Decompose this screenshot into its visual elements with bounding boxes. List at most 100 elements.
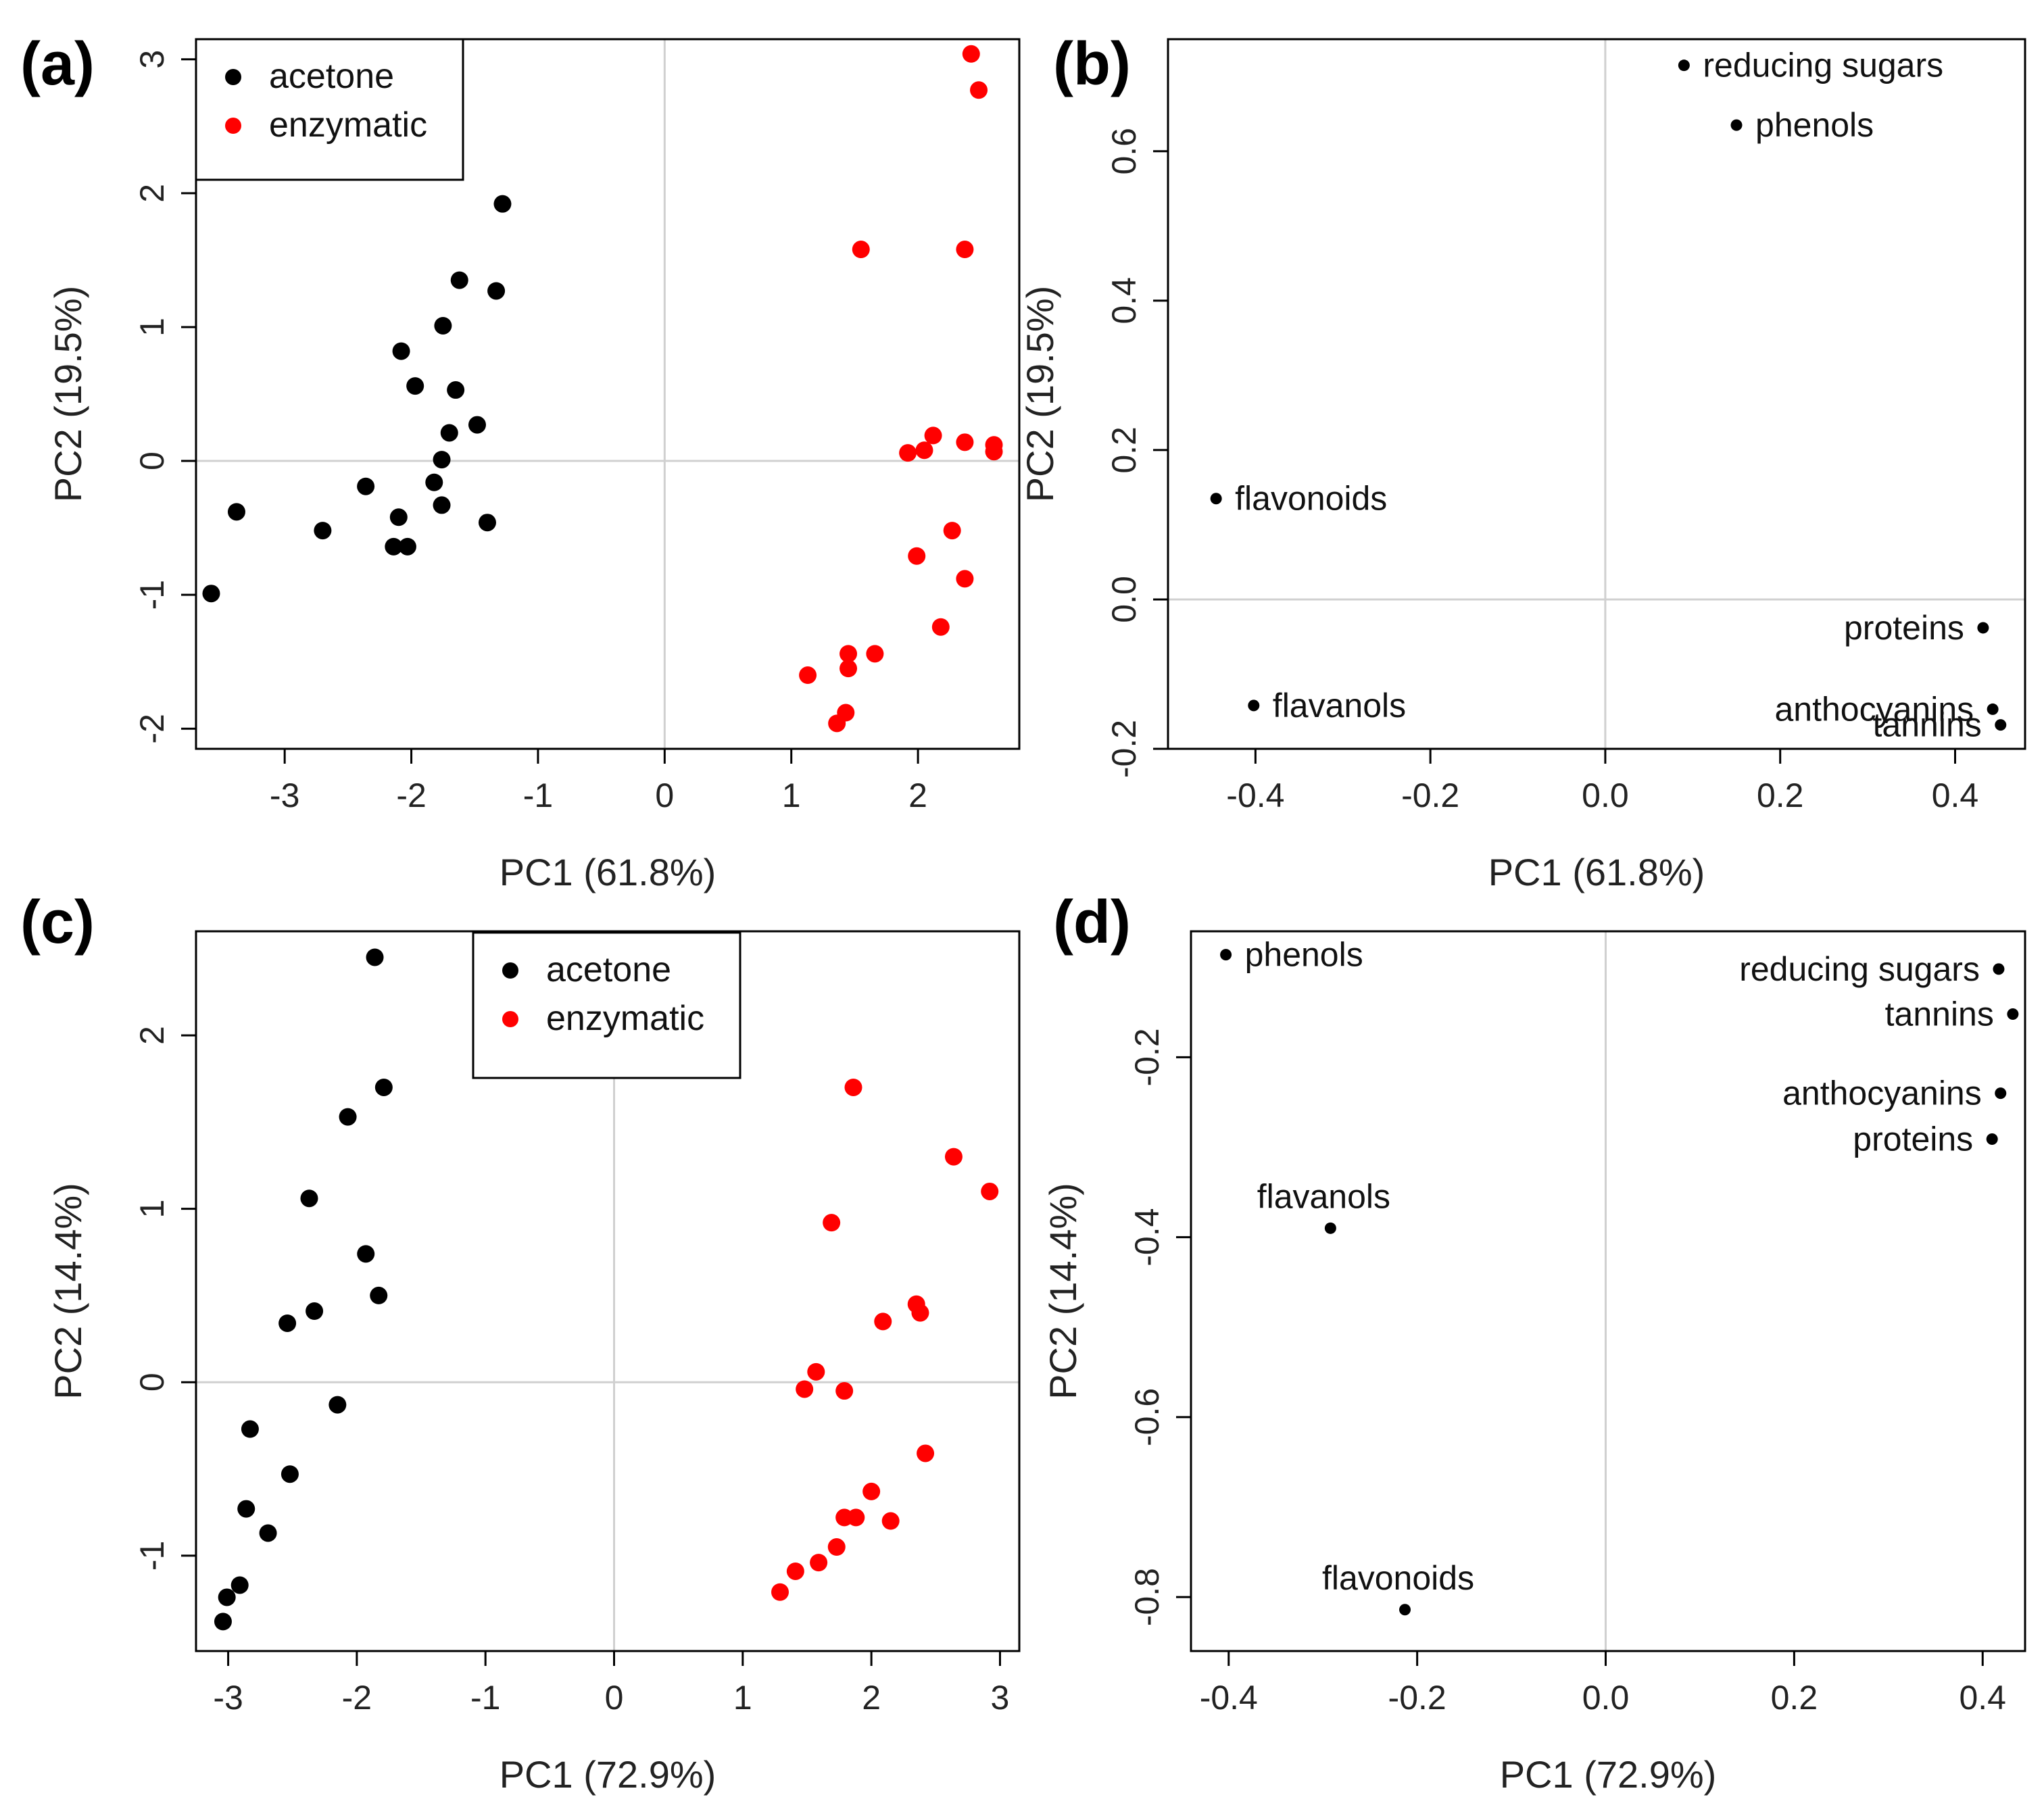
data-point-enzymatic <box>899 444 917 462</box>
data-point-enzymatic <box>915 441 933 460</box>
data-point-enzymatic <box>970 81 988 99</box>
y-tick-label: -1 <box>133 580 171 610</box>
x-tick-label: 0.2 <box>1771 1679 1818 1717</box>
loading-label: tannins <box>1885 995 1994 1033</box>
data-point-acetone <box>392 342 410 360</box>
data-point-enzymatic <box>917 1444 935 1462</box>
loadings: phenols reducing sugars tannins anthocyanin… <box>1220 936 2019 1616</box>
loading-label: flavanols <box>1273 687 1406 724</box>
panel-label: (c) <box>20 889 95 956</box>
loading-point <box>1977 622 1989 634</box>
panel-label: (b) <box>1053 30 1131 98</box>
x-tick-label: -3 <box>213 1679 243 1717</box>
data-point-acetone <box>370 1286 388 1304</box>
data-point-enzymatic <box>852 241 870 259</box>
x-axis-title: PC1 (72.9%) <box>1500 1753 1717 1796</box>
data-point-enzymatic <box>807 1362 825 1381</box>
x-axis-title: PC1 (61.8%) <box>500 851 716 893</box>
data-point-acetone <box>300 1189 318 1208</box>
data-point-enzymatic <box>985 443 1003 461</box>
data-point-acetone <box>406 377 424 395</box>
data-point-acetone <box>241 1420 259 1438</box>
loading-label: anthocyanins <box>1774 690 1974 728</box>
loading-point <box>1220 949 1232 961</box>
data-point-acetone <box>434 316 452 335</box>
x-tick-label: -0.4 <box>1200 1679 1258 1717</box>
data-point-enzymatic <box>956 433 974 451</box>
loading-point <box>1399 1604 1411 1616</box>
panel-b: -0.4 -0.2 0.0 0.2 0.4 -0.2 0.0 0.2 0.4 0.6 PC1 (61… <box>1019 30 2026 893</box>
data-point-acetone <box>214 1613 232 1631</box>
x-tick-label: -2 <box>342 1679 372 1717</box>
y-tick-label: 0.0 <box>1105 576 1143 623</box>
legend-box <box>472 931 741 1079</box>
loading-point <box>1678 59 1690 72</box>
data-point-acetone <box>306 1302 324 1321</box>
data-point-acetone <box>398 537 416 556</box>
data-point-acetone <box>385 537 403 556</box>
x-tick-label: 2 <box>862 1679 881 1717</box>
data-point-acetone <box>447 381 465 399</box>
x-tick-label: 0.4 <box>1932 777 1979 814</box>
x-tick-label: 3 <box>991 1679 1010 1717</box>
data-point-acetone <box>278 1314 297 1332</box>
loading-point <box>1210 493 1222 505</box>
data-point-enzymatic <box>943 522 961 540</box>
data-point-enzymatic <box>847 1508 865 1527</box>
data-point-enzymatic <box>786 1562 804 1580</box>
y-tick-label: 0 <box>133 1373 171 1392</box>
data-point-enzymatic <box>911 1304 929 1322</box>
y-axis-title: PC2 (14.4%) <box>47 1183 89 1400</box>
x-tick-label: -0.2 <box>1388 1679 1446 1717</box>
data-point-enzymatic <box>810 1554 828 1572</box>
x-tick-label: -0.2 <box>1401 777 1459 814</box>
loading-label: anthocyanins <box>1782 1075 1982 1112</box>
y-tick-label: 1 <box>133 318 171 337</box>
x-tick-label: -0.4 <box>1226 777 1284 814</box>
data-point-acetone <box>478 514 496 532</box>
x-axis-title: PC1 (61.8%) <box>1488 851 1705 893</box>
data-point-enzymatic <box>844 1078 862 1096</box>
y-tick-label: -0.8 <box>1128 1568 1166 1626</box>
data-point-acetone <box>328 1396 347 1414</box>
data-point-acetone <box>259 1524 277 1542</box>
series-enzymatic <box>799 45 1003 733</box>
data-point-acetone <box>425 473 443 491</box>
panel-label: (a) <box>20 30 95 98</box>
legend-label-enzymatic: enzymatic <box>546 999 704 1038</box>
loading-label: phenols <box>1755 106 1874 144</box>
loading-point <box>1995 1087 2007 1100</box>
loading-point <box>2007 1008 2019 1020</box>
data-point-enzymatic <box>874 1312 892 1331</box>
loading-point <box>1987 703 1999 715</box>
data-point-enzymatic <box>944 1148 963 1166</box>
plot-frame <box>1190 930 2026 1652</box>
x-tick-label: -3 <box>270 777 299 814</box>
data-point-enzymatic <box>840 660 858 678</box>
loading-point <box>1730 119 1743 131</box>
data-point-acetone <box>218 1588 236 1606</box>
data-point-acetone <box>357 1245 375 1263</box>
data-point-enzymatic <box>981 1182 999 1200</box>
data-point-enzymatic <box>771 1583 789 1601</box>
panel-label: (d) <box>1053 889 1131 956</box>
data-point-acetone <box>281 1465 299 1483</box>
legend-label-enzymatic: enzymatic <box>269 105 427 145</box>
loading-label: proteins <box>1853 1121 1973 1158</box>
data-point-acetone <box>440 424 458 442</box>
loading-label: reducing sugars <box>1739 950 1980 988</box>
data-point-acetone <box>237 1500 256 1518</box>
data-point-enzymatic <box>956 570 974 588</box>
x-tick-label: 0.0 <box>1582 777 1629 814</box>
loading-point <box>1993 963 2005 975</box>
data-point-enzymatic <box>924 426 942 445</box>
y-axis-title: PC2 (19.5%) <box>1019 286 1061 503</box>
y-tick-label: -0.6 <box>1128 1388 1166 1446</box>
data-point-enzymatic <box>828 714 846 733</box>
data-point-acetone <box>450 271 468 289</box>
data-point-acetone <box>230 1576 249 1594</box>
data-point-acetone <box>314 522 332 540</box>
loading-point <box>1248 699 1260 712</box>
loading-label: flavonoids <box>1322 1559 1474 1597</box>
x-tick-label: -2 <box>396 777 426 814</box>
